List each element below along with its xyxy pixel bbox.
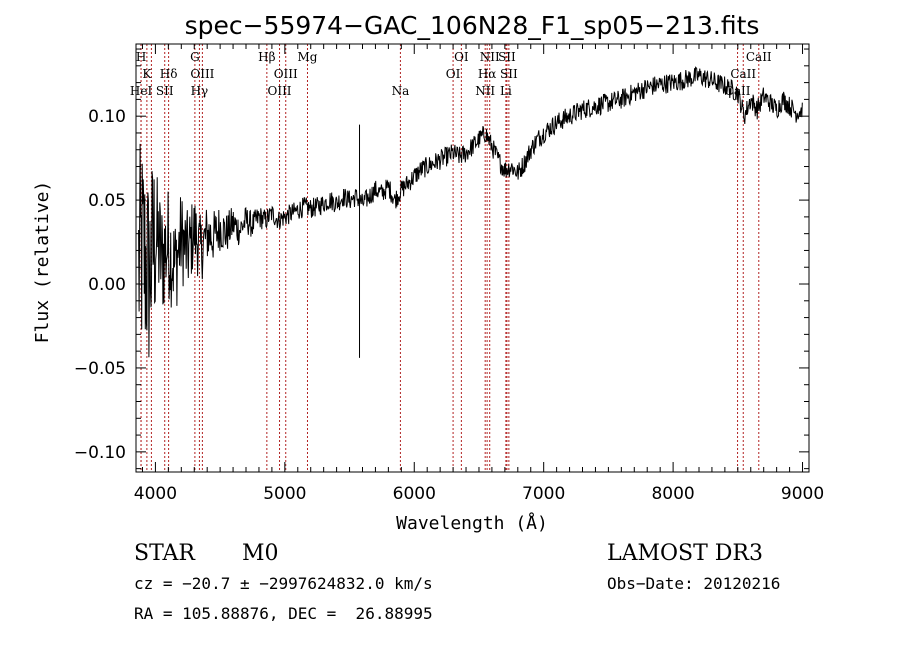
x-tick-label: 9000 — [781, 484, 824, 504]
y-axis: −0.10 −0.05 0.00 0.05 0.10 — [74, 48, 809, 470]
coordinates: RA = 105.88876, DEC = 26.88995 — [134, 604, 433, 623]
spectral-line-label: Hα — [478, 67, 497, 81]
y-tick-label: −0.05 — [74, 359, 126, 379]
spectral-line-label: OIII — [267, 84, 291, 98]
y-tick-label: 0.00 — [88, 275, 126, 295]
y-tick-label: 0.05 — [88, 191, 126, 211]
x-tick-label: 8000 — [651, 484, 694, 504]
spectral-line-label: CaII — [746, 50, 772, 64]
chart-title: spec−55974−GAC_106N28_F1_sp05−213.fits — [185, 11, 760, 40]
spectrum-line — [138, 66, 803, 358]
spectral-line-label: Hδ — [160, 67, 178, 81]
spectral-line-label: Li — [500, 84, 512, 98]
spectral-line-label: OIII — [274, 67, 298, 81]
spectral-line-label: H — [136, 50, 146, 64]
spectral-line-label: HeI — [130, 84, 153, 98]
x-tick-label: 5000 — [263, 484, 306, 504]
spectral-line-label: SII — [498, 50, 516, 64]
spectral-line-label: Mg — [298, 50, 318, 64]
x-tick-label: 6000 — [393, 484, 436, 504]
spectral-line-label: OI — [446, 67, 461, 81]
spectral-line-label: K — [142, 67, 152, 81]
obs-date: Obs−Date: 20120216 — [607, 574, 781, 593]
spectral-line-label: G — [190, 50, 200, 64]
survey-name: LAMOST DR3 — [607, 541, 763, 566]
line-markers — [140, 44, 760, 472]
plot-frame — [135, 43, 810, 473]
spectral-line-label: NII — [480, 50, 500, 64]
spectral-line-label: Hγ — [191, 84, 209, 98]
x-axis-label: Wavelength (Å) — [396, 512, 548, 534]
spectral-line-label: OI — [454, 50, 469, 64]
object-subclass: M0 — [242, 541, 279, 566]
y-tick-label: −0.10 — [74, 443, 126, 463]
spectral-line-label: NII — [475, 84, 495, 98]
y-axis-label: Flux (relative) — [32, 181, 53, 344]
spectrum-chart: spec−55974−GAC_106N28_F1_sp05−213.fits H… — [32, 11, 824, 534]
spectral-line-label: Hβ — [258, 50, 275, 64]
spectral-line-label: OIII — [190, 67, 214, 81]
x-tick-label: 4000 — [134, 484, 177, 504]
x-axis: 4000 5000 6000 7000 8000 9000 — [134, 44, 824, 504]
object-class: STAR — [134, 541, 195, 566]
x-tick-label: 7000 — [522, 484, 565, 504]
redshift-line: cz = −20.7 ± −2997624832.0 km/s — [134, 574, 433, 593]
spectral-line-label: CaII — [730, 67, 756, 81]
spectral-line-label: Na — [392, 84, 410, 98]
y-tick-label: 0.10 — [88, 107, 126, 127]
spectral-line-label: SII — [500, 67, 518, 81]
spectral-line-label: SII — [156, 84, 174, 98]
